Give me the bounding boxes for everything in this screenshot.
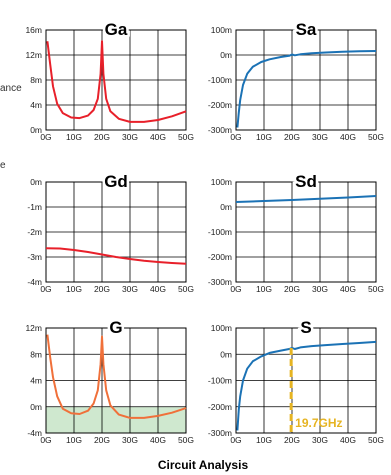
panel-sd-series-line [235, 195, 377, 203]
panel-gd-y-tick: 0m [30, 177, 42, 187]
panel-s-title: S [300, 318, 311, 337]
panel-gd-y-tick: -3m [27, 252, 42, 262]
panel-g-series-line [46, 334, 187, 419]
panel-s-frame [235, 327, 377, 434]
panel-ga-y-tick: 16m [25, 25, 42, 35]
panel-s-series-line [236, 340, 377, 431]
panel-g-x-tick: 10G [66, 435, 82, 445]
panel-sa-x-tick: 10G [256, 132, 272, 142]
panel-gd-x-tick: 50G [178, 284, 194, 294]
panel-s-y-tick: -300m [208, 428, 232, 438]
panel-s-x-tick: 0G [230, 435, 241, 445]
panel-g-y-tick: 8m [30, 349, 42, 359]
panel-sd-y-tick: 0m [220, 202, 232, 212]
panel-ga-y-tick: 0m [30, 125, 42, 135]
panel-s-x-tick: 10G [256, 435, 272, 445]
panel-sa-y-tick: 100m [211, 25, 232, 35]
panel-sa-x-tick: 30G [312, 132, 328, 142]
panel-gd-x-tick: 0G [40, 284, 51, 294]
panel-ga-title: Ga [105, 20, 128, 39]
panel-s-y-tick: 0m [220, 349, 232, 359]
panel-s-y-tick: 100m [211, 323, 232, 333]
panel-gd-y-tick: -1m [27, 202, 42, 212]
panel-s-marker-label: 19.7GHz [295, 416, 342, 430]
panel-sa-title: Sa [296, 20, 317, 39]
panel-g-x-tick: 20G [94, 435, 110, 445]
panel-s-x-tick: 20G [284, 435, 300, 445]
panel-gd-title: Gd [104, 172, 128, 191]
panel-ga-x-tick: 10G [66, 132, 82, 142]
panel-sd-x-tick: 0G [230, 284, 241, 294]
panel-sd-y-tick: -300m [208, 277, 232, 287]
panel-sa-y-tick: -200m [208, 100, 232, 110]
panel-sd-frame [235, 181, 377, 283]
panel-s-x-tick: 40G [340, 435, 356, 445]
side-label-mid: e [0, 160, 6, 171]
panel-g-x-tick: 0G [40, 435, 51, 445]
panel-sa-x-tick: 40G [340, 132, 356, 142]
panel-gd-x-tick: 40G [150, 284, 166, 294]
panel-ga-y-tick: 8m [30, 75, 42, 85]
panel-g-title: G [109, 318, 122, 337]
panel-sd-y-tick: -200m [208, 252, 232, 262]
panel-ga-x-tick: 30G [122, 132, 138, 142]
panel-sa-x-tick: 50G [368, 132, 384, 142]
panel-gd-y-tick: -4m [27, 277, 42, 287]
panel-sa-x-tick: 0G [230, 132, 241, 142]
panel-g-y-tick: 0m [30, 402, 42, 412]
panel-s-y-tick: -100m [208, 376, 232, 386]
panel-gd-series-line [45, 247, 187, 265]
panel-sa-frame [235, 29, 377, 131]
panel-s-x-tick: 30G [312, 435, 328, 445]
panel-sd-y-tick: -100m [208, 227, 232, 237]
panel-gd-y-tick: -2m [27, 227, 42, 237]
panel-sa-y-tick: 0m [220, 50, 232, 60]
panel-sa-y-tick: -300m [208, 125, 232, 135]
panel-sd-y-tick: 100m [211, 177, 232, 187]
panel-g-frame [45, 327, 187, 434]
panel-sa-x-tick: 20G [284, 132, 300, 142]
panel-gd-x-tick: 30G [122, 284, 138, 294]
figure-caption: Circuit Analysis [158, 458, 249, 472]
panel-ga-x-tick: 20G [94, 132, 110, 142]
panel-ga-x-tick: 0G [40, 132, 51, 142]
panel-gd-x-tick: 20G [94, 284, 110, 294]
panel-ga-frame [45, 29, 187, 131]
panel-ga-x-tick: 40G [150, 132, 166, 142]
panel-ga-x-tick: 50G [178, 132, 194, 142]
panel-s-y-tick: -200m [208, 402, 232, 412]
panel-gd-frame [45, 181, 187, 283]
panel-ga-y-tick: 4m [30, 100, 42, 110]
panel-g-y-tick: 12m [25, 323, 42, 333]
panel-sa-series-line [236, 50, 377, 128]
panel-sd-x-tick: 50G [368, 284, 384, 294]
panel-ga-series-line [46, 40, 187, 123]
panel-sd-x-tick: 20G [284, 284, 300, 294]
panel-sd-x-tick: 40G [340, 284, 356, 294]
panel-g-x-tick: 40G [150, 435, 166, 445]
panel-sd-x-tick: 30G [312, 284, 328, 294]
panel-sd-x-tick: 10G [256, 284, 272, 294]
panel-g-x-tick: 30G [122, 435, 138, 445]
panel-sd-title: Sd [295, 172, 317, 191]
panel-g-y-tick: 4m [30, 376, 42, 386]
panel-sa-y-tick: -100m [208, 75, 232, 85]
panel-ga-y-tick: 12m [25, 50, 42, 60]
side-label-top: ance [0, 83, 22, 94]
panel-g-y-tick: -4m [27, 428, 42, 438]
panel-gd-x-tick: 10G [66, 284, 82, 294]
panel-s-x-tick: 50G [368, 435, 384, 445]
panel-g-x-tick: 50G [178, 435, 194, 445]
